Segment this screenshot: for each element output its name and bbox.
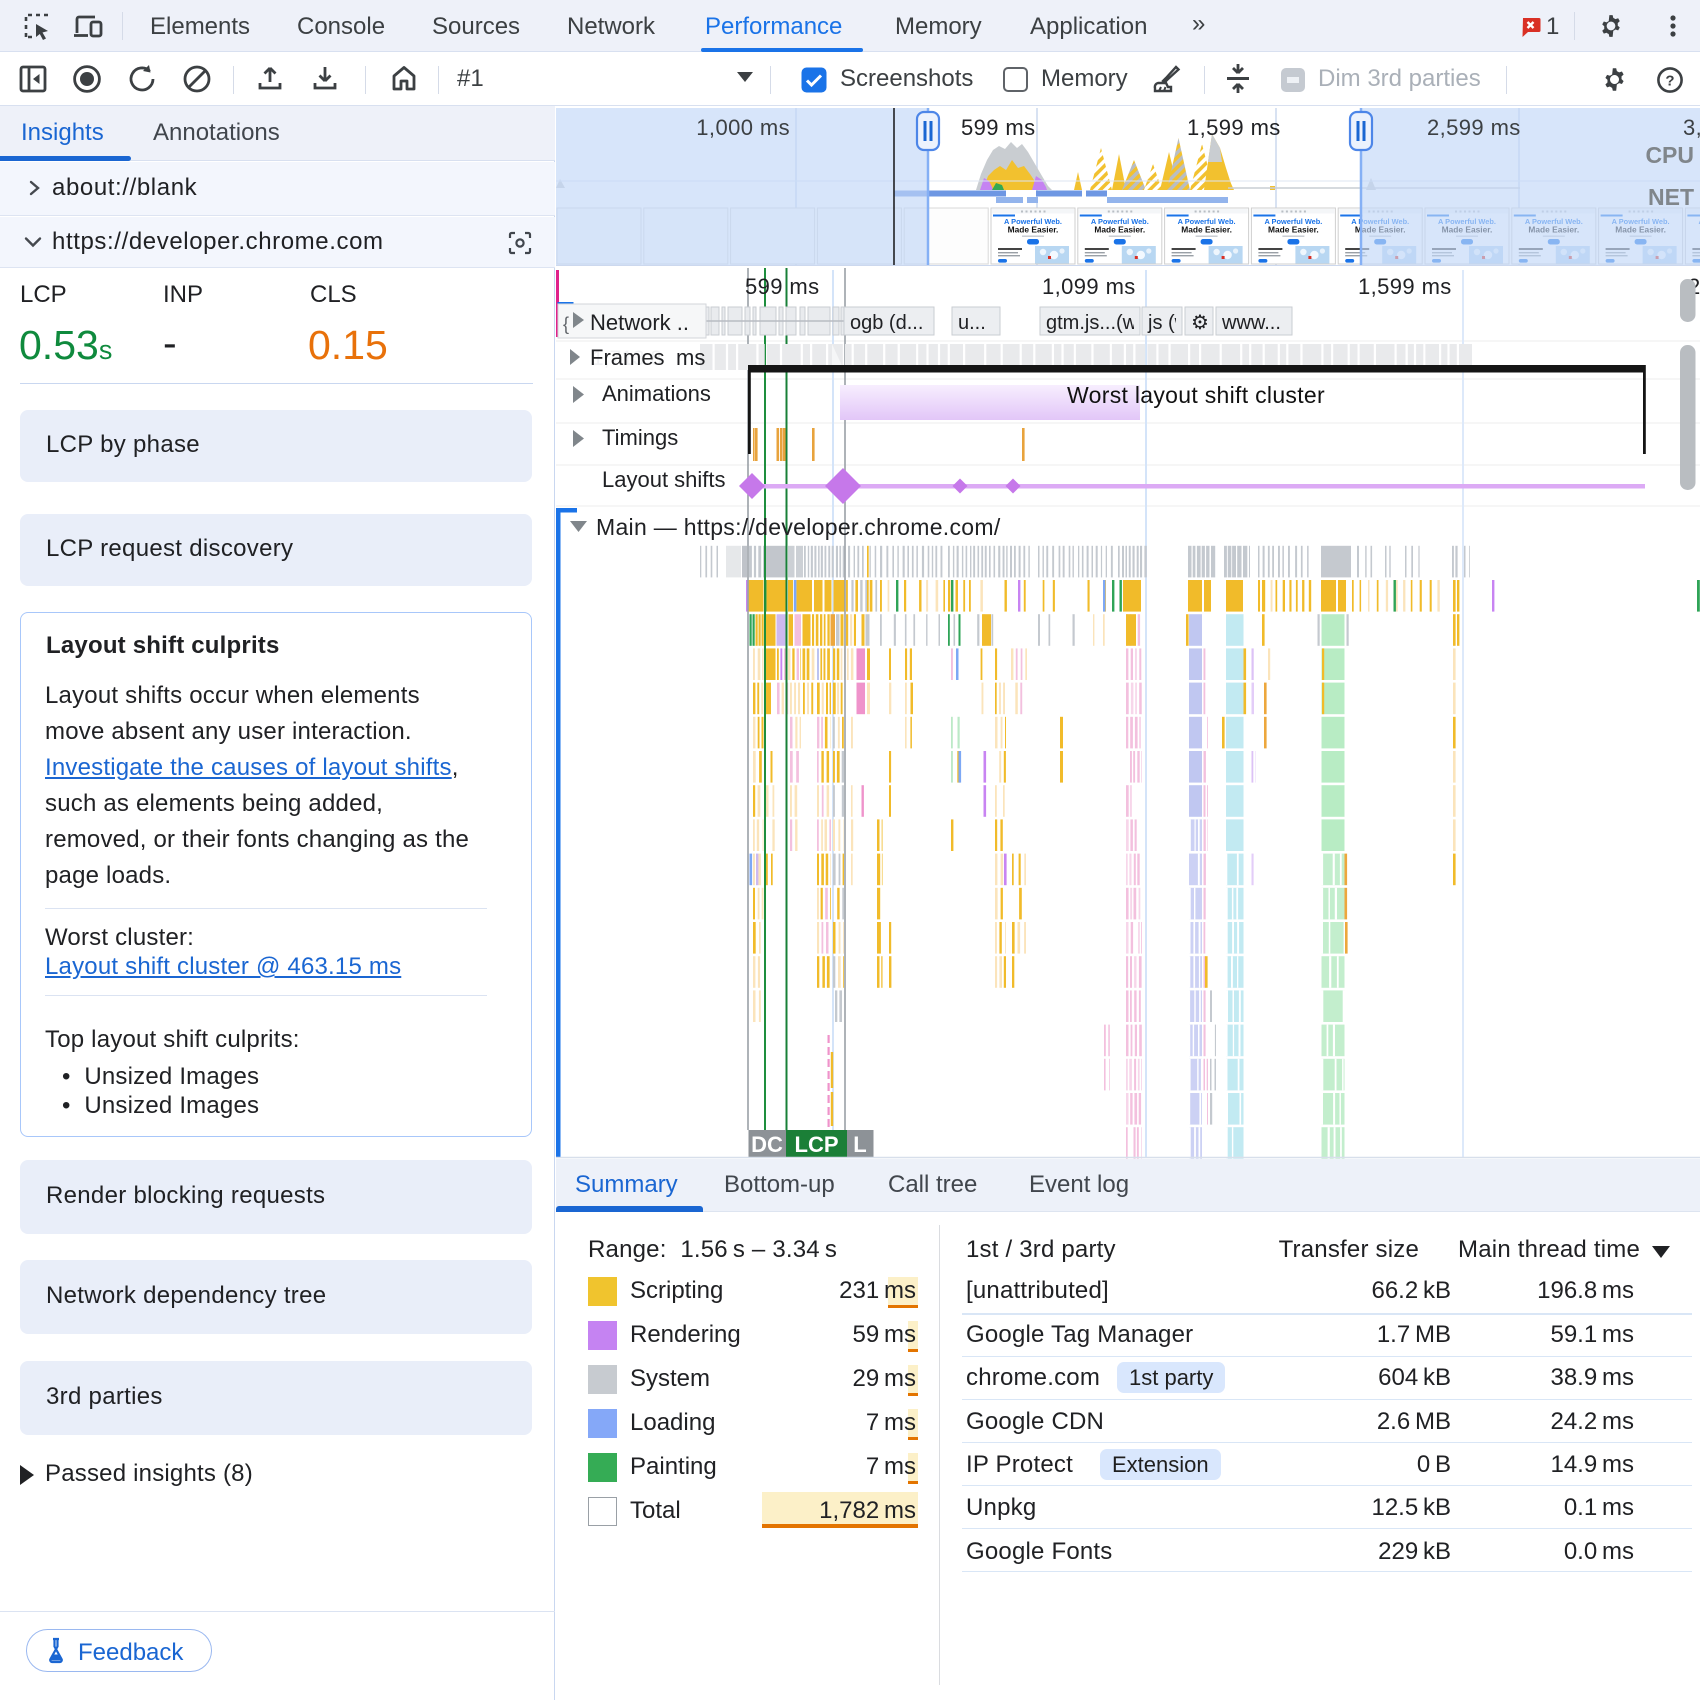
svg-text:www...: www... [1221,312,1281,334]
svg-text:{: { [563,314,569,334]
svg-text:Made Easier.: Made Easier. [1008,225,1059,235]
svg-text:Timings: Timings [602,425,678,450]
svg-text:Animations: Animations [602,381,711,406]
svg-text:A Powerful Web.: A Powerful Web. [1264,217,1322,226]
svg-text:L: L [853,1132,866,1157]
svg-text:A Powerful Web.: A Powerful Web. [1004,217,1062,226]
svg-text:599 ms: 599 ms [961,115,1036,140]
svg-text:ogb (d...: ogb (d... [850,312,923,334]
svg-text:Layout shifts: Layout shifts [602,467,726,492]
svg-text:NET: NET [1648,184,1694,210]
svg-text:599 ms: 599 ms [745,274,820,299]
svg-text:Made Easier.: Made Easier. [1094,225,1145,235]
svg-text:CPU: CPU [1645,142,1694,168]
svg-text:u...: u... [958,312,986,334]
svg-text:1,599 ms: 1,599 ms [1187,115,1281,140]
svg-text:gtm.js...(ww: gtm.js...(ww [1046,312,1152,334]
svg-text:js (w.: js (w. [1147,312,1194,334]
svg-text:Made Easier.: Made Easier. [1181,225,1232,235]
svg-text:DC: DC [751,1132,783,1157]
svg-text:Main — https://developer.chrom: Main — https://developer.chrome.com/ [596,514,1001,540]
svg-text:A Powerful Web.: A Powerful Web. [1091,217,1149,226]
svg-text:3,5: 3,5 [1683,115,1700,140]
svg-text:ms: ms [676,345,705,370]
svg-text:LCP: LCP [795,1132,839,1157]
svg-text:1,599 ms: 1,599 ms [1358,274,1452,299]
svg-text:1,000 ms: 1,000 ms [696,115,790,140]
svg-text:Network ..: Network .. [590,310,689,335]
svg-text:⚙...: ⚙... [1191,312,1226,334]
svg-text:2,599 ms: 2,599 ms [1427,115,1521,140]
svg-text:A Powerful Web.: A Powerful Web. [1178,217,1236,226]
svg-text:?: ? [1665,73,1674,90]
svg-text:Frames: Frames [590,345,665,370]
svg-text:Made Easier.: Made Easier. [1268,225,1319,235]
svg-text:Worst layout shift cluster: Worst layout shift cluster [1067,382,1325,408]
svg-text:1,099 ms: 1,099 ms [1042,274,1136,299]
